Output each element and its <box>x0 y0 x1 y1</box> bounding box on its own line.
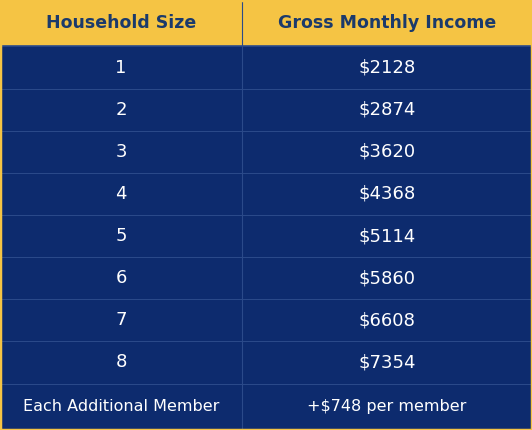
Text: $2128: $2128 <box>359 58 415 77</box>
Text: $7354: $7354 <box>358 353 416 372</box>
Bar <box>0 173 532 215</box>
Text: 4: 4 <box>115 185 127 203</box>
Bar <box>0 341 532 384</box>
Text: Gross Monthly Income: Gross Monthly Income <box>278 14 496 32</box>
Text: 2: 2 <box>115 101 127 119</box>
Bar <box>0 384 532 430</box>
Text: $4368: $4368 <box>359 185 415 203</box>
Text: $6608: $6608 <box>359 311 415 329</box>
Text: 8: 8 <box>115 353 127 372</box>
Text: 6: 6 <box>115 269 127 287</box>
Bar <box>0 46 532 89</box>
Bar <box>0 131 532 173</box>
Text: Each Additional Member: Each Additional Member <box>23 399 219 414</box>
Text: $5114: $5114 <box>359 227 415 245</box>
Text: +$748 per member: +$748 per member <box>307 399 467 414</box>
Bar <box>0 215 532 257</box>
Text: $2874: $2874 <box>359 101 415 119</box>
Bar <box>0 257 532 299</box>
Text: Household Size: Household Size <box>46 14 196 32</box>
Bar <box>0 299 532 341</box>
Bar <box>0 0 532 46</box>
Text: $3620: $3620 <box>359 143 415 161</box>
Text: $5860: $5860 <box>359 269 415 287</box>
Text: 5: 5 <box>115 227 127 245</box>
Text: 1: 1 <box>115 58 127 77</box>
Bar <box>0 89 532 131</box>
Text: 7: 7 <box>115 311 127 329</box>
Text: 3: 3 <box>115 143 127 161</box>
